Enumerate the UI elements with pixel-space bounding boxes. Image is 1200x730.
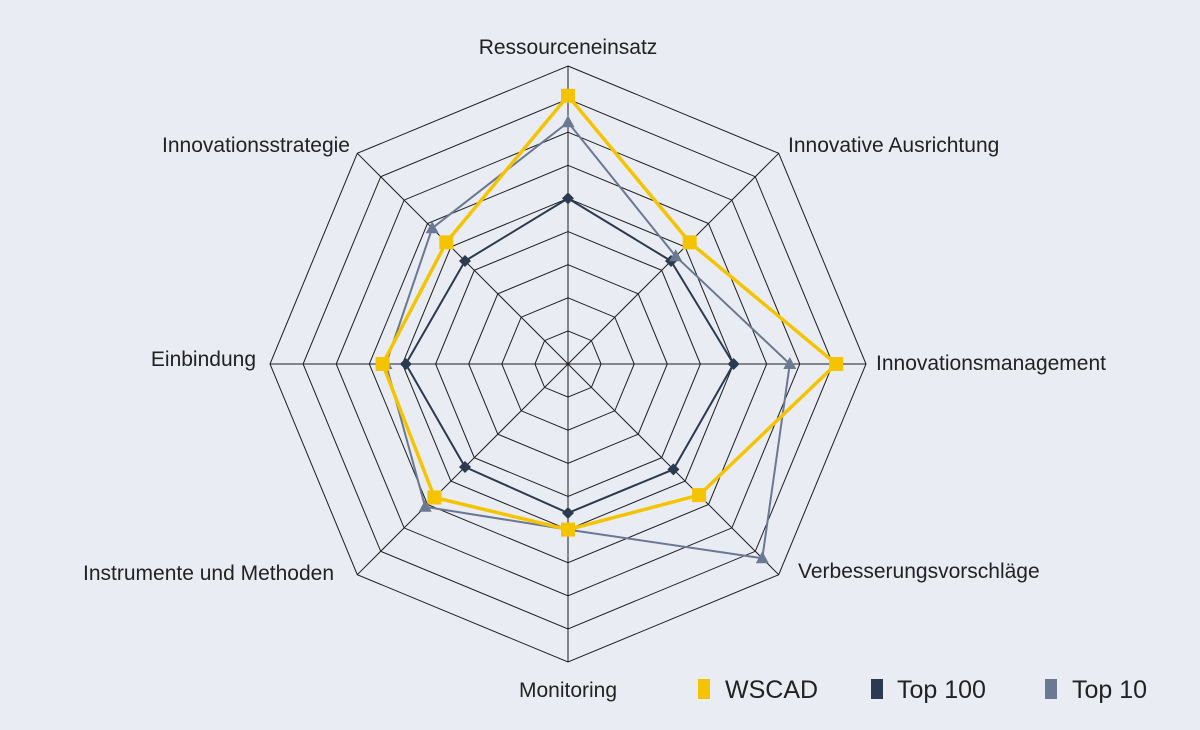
legend-swatch (1045, 679, 1057, 699)
series-top-100 (399, 192, 740, 519)
data-point (439, 235, 454, 250)
data-point (561, 115, 575, 128)
data-point (727, 358, 740, 370)
axis-labels: Ressourceneinsatz Innovative Ausrichtung I… (83, 36, 1106, 702)
data-point (399, 358, 412, 370)
data-point (682, 235, 697, 250)
axis-label: Instrumente und Methoden (83, 562, 334, 585)
data-point (667, 463, 680, 476)
legend-label: Top 100 (897, 676, 986, 704)
series-wscad (375, 88, 844, 537)
legend-swatch (698, 679, 710, 699)
legend-label: WSCAD (725, 676, 818, 704)
axis-label: Innovative Ausrichtung (788, 134, 999, 157)
axis-label: Innovationsstrategie (162, 134, 350, 157)
legend-item: WSCAD (698, 676, 818, 704)
data-point (562, 507, 574, 519)
axis-label: Verbesserungsvorschläge (798, 560, 1040, 583)
data-point (829, 357, 844, 371)
data-point (459, 255, 471, 267)
data-point (375, 357, 390, 371)
axis-label: Ressourceneinsatz (479, 36, 658, 59)
legend-label: Top 10 (1072, 676, 1147, 704)
data-point (755, 551, 769, 564)
series-line (380, 94, 838, 532)
radar-grid (269, 65, 867, 663)
data-point (459, 461, 471, 473)
data-point (692, 488, 707, 503)
data-point (562, 192, 574, 205)
data-point (783, 357, 797, 369)
legend: WSCAD Top 100 Top 10 (698, 676, 1147, 704)
data-point (669, 249, 683, 262)
data-point (427, 490, 442, 505)
data-point (561, 88, 575, 103)
axis-label: Einbindung (151, 348, 256, 371)
data-point (425, 221, 439, 234)
series-line (384, 121, 791, 560)
data-point (418, 499, 432, 512)
legend-swatch (871, 679, 883, 699)
axis-label: Innovationsmanagement (876, 352, 1106, 375)
axis-label: Monitoring (519, 679, 617, 702)
data-point (561, 522, 575, 537)
legend-item: Top 100 (871, 676, 986, 704)
legend-item: Top 10 (1045, 676, 1147, 704)
radar-series (375, 88, 844, 564)
